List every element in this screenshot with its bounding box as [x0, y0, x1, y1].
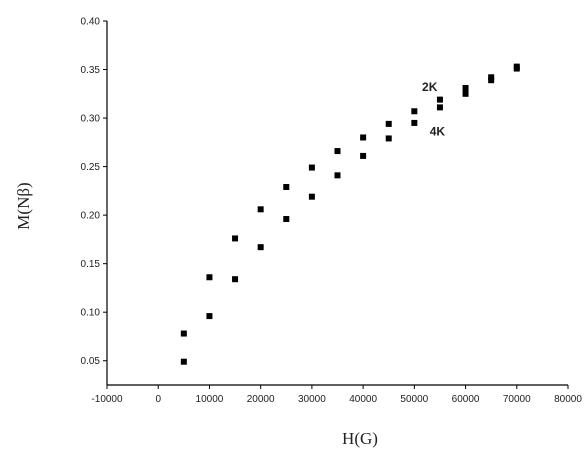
annotation-4k: 4K [430, 125, 446, 139]
data-point-2k [308, 164, 315, 171]
x-tick-label: 30000 [298, 394, 326, 405]
y-tick-label: 0.25 [81, 162, 101, 173]
data-point-4k [360, 152, 367, 159]
data-point-4k [513, 65, 520, 72]
x-tick-label: 0 [155, 394, 161, 405]
data-point-4k [334, 172, 341, 179]
y-tick-label: 0.20 [81, 211, 101, 222]
data-point-4k [462, 90, 469, 97]
axes [106, 21, 568, 386]
data-point-2k [283, 183, 290, 190]
x-tick-label: -10000 [91, 394, 123, 405]
data-point-2k [232, 235, 239, 242]
x-tick-label: 70000 [503, 394, 531, 405]
x-axis-title: H(G) [342, 429, 378, 448]
x-tick-label: 10000 [196, 394, 224, 405]
y-tick-label: 0.40 [81, 17, 101, 28]
data-point-4k [206, 313, 213, 320]
x-tick-label: 60000 [452, 394, 480, 405]
x-tick-label: 80000 [554, 394, 582, 405]
x-tick-label: 40000 [349, 394, 377, 405]
data-point-4k [180, 358, 187, 365]
data-point-2k [257, 206, 264, 213]
data-point-2k [334, 148, 341, 155]
y-axis-title: M(Nβ) [14, 182, 33, 229]
data-point-2k [180, 330, 187, 337]
y-tick-label: 0.10 [81, 308, 101, 319]
data-point-4k [488, 77, 495, 84]
data-point-2k [462, 84, 469, 91]
x-tick-label: 20000 [247, 394, 275, 405]
data-point-4k [308, 193, 315, 200]
data-point-4k [436, 104, 443, 111]
data-point-2k [385, 120, 392, 127]
y-tick-label: 0.30 [81, 114, 101, 125]
x-tick-label: 50000 [400, 394, 428, 405]
data-point-4k [411, 119, 418, 126]
data-point-4k [385, 135, 392, 142]
data-point-2k [436, 96, 443, 103]
data-point-2k [411, 108, 418, 115]
x-ticks: -10000 0 10000 20000 30000 40000 50000 60000 700… [91, 385, 582, 405]
data-point-4k [283, 216, 290, 223]
data-point-4k [257, 244, 264, 251]
data-point-2k [360, 134, 367, 141]
y-tick-label: 0.35 [81, 65, 101, 76]
data-point-4k [232, 276, 239, 283]
y-ticks: 0.05 0.10 0.15 0.20 0.25 0.30 0.35 0.40 [81, 17, 107, 367]
y-tick-label: 0.15 [81, 259, 101, 270]
data-points [180, 63, 520, 365]
annotations: 2K 4K [422, 80, 445, 139]
annotation-2k: 2K [422, 80, 438, 94]
data-point-2k [206, 274, 213, 281]
y-tick-label: 0.05 [81, 356, 101, 367]
